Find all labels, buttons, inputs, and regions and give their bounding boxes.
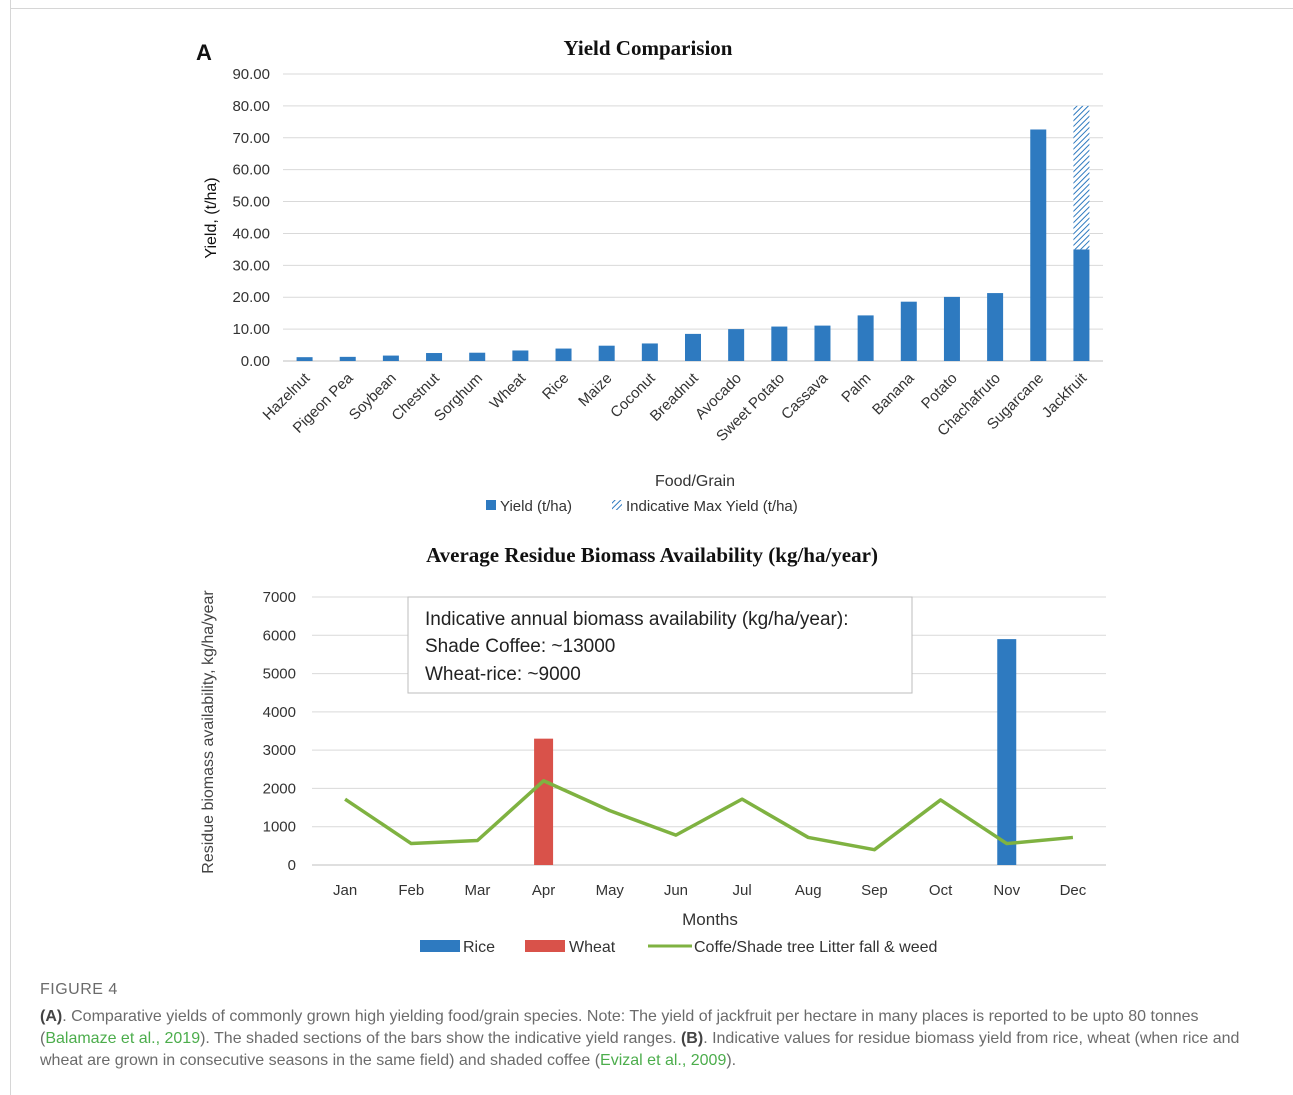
- x-tick-label: Mar: [464, 882, 490, 899]
- citation-balamaze-link[interactable]: Balamaze et al., 2019: [45, 1030, 201, 1047]
- bar-rice: [997, 639, 1017, 865]
- annotation-line-3: Wheat-rice: ~9000: [425, 664, 581, 685]
- bar-yield: [814, 325, 831, 361]
- chart-b-ylabel: Residue biomass availability, kg/ha/year: [200, 590, 217, 874]
- x-tick-label: Aug: [795, 882, 822, 899]
- bar-yield: [943, 296, 960, 361]
- legend-label-litter: Coffe/Shade tree Litter fall & weed: [694, 939, 937, 956]
- bar-yield: [296, 357, 313, 361]
- bar-yield: [426, 353, 443, 361]
- y-tick-label: 7000: [263, 589, 296, 606]
- figure-caption: (A). Comparative yields of commonly grow…: [40, 1006, 1270, 1072]
- bar-yield: [1030, 129, 1047, 361]
- y-tick-label: 30.00: [232, 257, 270, 274]
- y-tick-label: 0.00: [241, 353, 270, 370]
- bar-yield: [900, 301, 917, 361]
- chart-a-ylabel: Yield, (t/ha): [203, 177, 220, 258]
- y-tick-label: 40.00: [232, 225, 270, 242]
- annotation-box: Indicative annual biomass availability (…: [407, 596, 913, 694]
- chart-b-title: Average Residue Biomass Availability (kg…: [426, 543, 878, 567]
- y-tick-label: 70.00: [232, 130, 270, 147]
- chart-b-xlabel: Months: [682, 910, 738, 929]
- legend-label-wheat: Wheat: [569, 939, 616, 956]
- figure-frame-top: [10, 8, 1293, 9]
- x-tick-label: Jan: [333, 882, 357, 899]
- caption-text-4: ).: [726, 1052, 737, 1069]
- y-tick-label: 6000: [263, 627, 296, 644]
- bar-yield: [857, 315, 874, 361]
- legend-label-max-yield: Indicative Max Yield (t/ha): [626, 498, 798, 515]
- y-tick-label: 0: [288, 857, 296, 874]
- chart-a-title: Yield Comparision: [564, 36, 733, 60]
- bar-yield: [641, 343, 658, 361]
- bar-wheat: [534, 738, 554, 865]
- chart-b-legend: Rice Wheat Coffe/Shade tree Litter fall …: [420, 939, 937, 956]
- y-tick-label: 3000: [263, 742, 296, 759]
- legend-swatch-wheat: [525, 940, 565, 952]
- legend-swatch-max-yield: [612, 500, 622, 510]
- caption-text-2: ). The shaded sections of the bars show …: [200, 1030, 681, 1047]
- yield-bar-chart: A Yield Comparision Yield, (t/ha) 0.00 10…: [196, 36, 1103, 515]
- y-tick-label: 4000: [263, 704, 296, 721]
- bar-yield: [512, 350, 529, 361]
- x-tick-label: May: [596, 882, 625, 899]
- bar-yield: [771, 326, 788, 361]
- y-tick-label: 10.00: [232, 321, 270, 338]
- biomass-chart: B Average Residue Biomass Availability (…: [200, 543, 1106, 956]
- x-tick-label: Breadnut: [647, 369, 703, 425]
- bar-yield: [469, 352, 486, 361]
- figure-caption-label: FIGURE 4: [40, 981, 118, 998]
- x-tick-label: Jun: [664, 882, 688, 899]
- x-tick-label: Apr: [532, 882, 555, 899]
- caption-b-tag: (B): [680, 1030, 704, 1047]
- annotation-line-2: Shade Coffee: ~13000: [425, 636, 615, 657]
- bar-yield: [555, 348, 572, 361]
- x-tick-label: Sorghum: [431, 370, 486, 425]
- citation-evizal-link[interactable]: Evizal et al., 2009: [600, 1052, 727, 1069]
- x-tick-label: Jul: [732, 882, 751, 899]
- x-tick-label: Oct: [929, 882, 953, 899]
- y-tick-label: 1000: [263, 819, 296, 836]
- bar-yield: [987, 293, 1004, 361]
- bar-yield: [598, 345, 615, 361]
- bar-yield: [685, 333, 701, 361]
- bar-yield: [339, 356, 356, 361]
- annotation-line-1: Indicative annual biomass availability (…: [425, 609, 849, 630]
- caption-text-1: . Comparative yields of commonly grown h…: [40, 1008, 1199, 1047]
- bar-yield: [1073, 249, 1090, 361]
- bar-yield: [728, 329, 745, 361]
- figure-frame-left: [10, 0, 11, 1095]
- x-tick-label: Banana: [869, 369, 918, 418]
- chart-a-legend: Yield (t/ha) Indicative Max Yield (t/ha): [486, 498, 798, 515]
- x-tick-label: Nov: [993, 882, 1020, 899]
- legend-label-rice: Rice: [463, 939, 495, 956]
- y-tick-label: 80.00: [232, 98, 270, 115]
- x-tick-label: Cassava: [778, 369, 832, 423]
- y-tick-label: 5000: [263, 666, 296, 683]
- y-tick-label: 20.00: [232, 289, 270, 306]
- panel-a-letter: A: [196, 40, 212, 65]
- x-tick-label: Rice: [539, 370, 572, 403]
- caption-a-tag: (A): [40, 1008, 63, 1025]
- bar-max-yield: [1073, 105, 1090, 250]
- y-tick-label: 60.00: [232, 162, 270, 179]
- y-tick-label: 50.00: [232, 194, 270, 211]
- legend-label-yield: Yield (t/ha): [500, 498, 572, 515]
- litter-fall-line: [344, 779, 1074, 852]
- x-tick-label: Feb: [398, 882, 424, 899]
- chart-a-xlabel: Food/Grain: [655, 473, 735, 490]
- x-tick-label: Palm: [838, 370, 874, 406]
- x-tick-label: Dec: [1060, 882, 1087, 899]
- y-tick-label: 90.00: [232, 66, 270, 83]
- caption-text-3: . Indicative values for residue biomass …: [40, 1030, 1240, 1069]
- legend-swatch-rice: [420, 940, 460, 952]
- x-tick-label: Wheat: [487, 369, 530, 412]
- y-tick-label: 2000: [263, 780, 296, 797]
- x-tick-label: Jackfruit: [1039, 369, 1091, 421]
- legend-swatch-yield: [486, 500, 496, 510]
- bar-yield: [382, 355, 399, 361]
- x-tick-label: Sep: [861, 882, 888, 899]
- x-tick-label: Maize: [575, 370, 615, 410]
